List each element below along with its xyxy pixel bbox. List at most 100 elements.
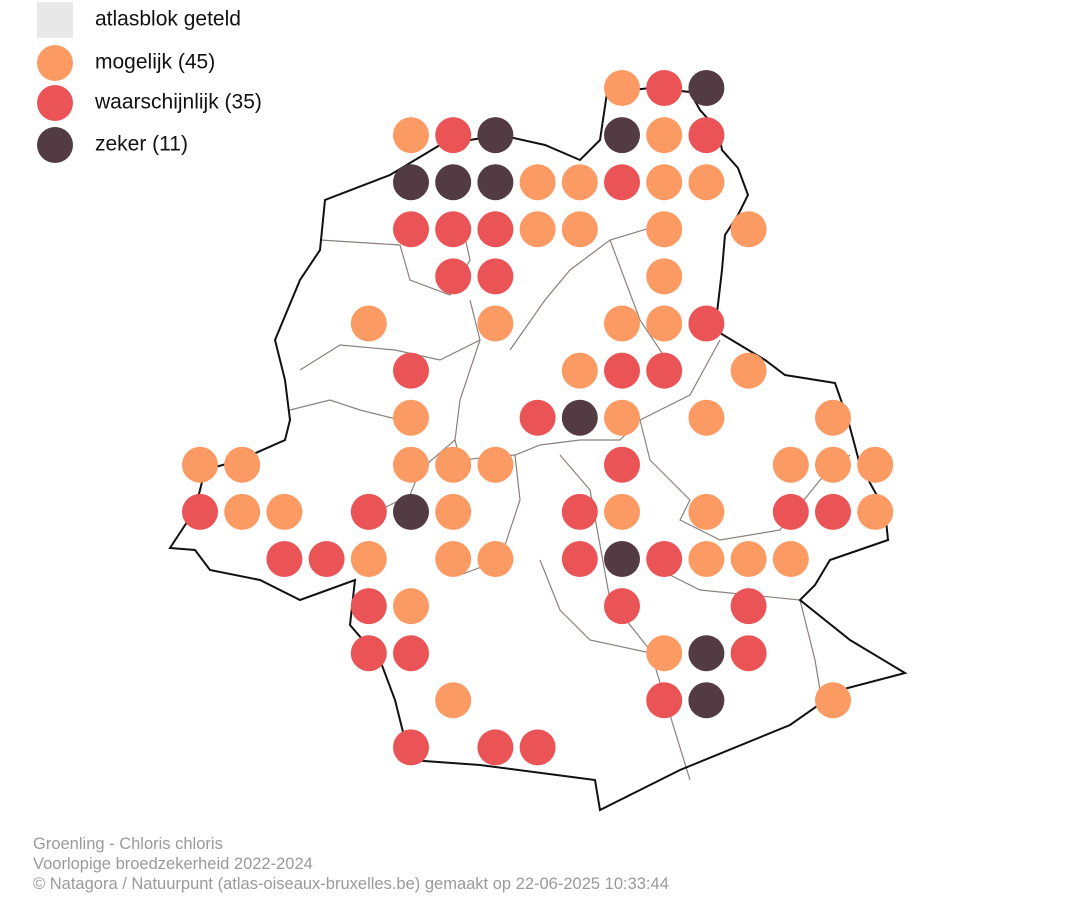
atlas-block bbox=[266, 493, 303, 530]
atlas-block bbox=[477, 164, 514, 201]
legend-label: mogelijk (45) bbox=[95, 51, 215, 74]
atlas-block bbox=[688, 493, 725, 530]
atlas-block bbox=[435, 211, 472, 248]
atlas-block bbox=[772, 493, 809, 530]
atlas-block bbox=[435, 493, 472, 530]
atlas-block bbox=[561, 211, 598, 248]
atlas-block bbox=[646, 70, 683, 106]
atlas-block bbox=[350, 541, 387, 577]
atlas-block bbox=[393, 493, 429, 530]
atlas-block bbox=[561, 493, 598, 530]
atlas-block bbox=[350, 493, 387, 530]
legend-label: zeker (11) bbox=[95, 133, 188, 156]
atlas-block bbox=[435, 164, 472, 201]
atlas-block bbox=[688, 635, 725, 672]
atlas-block bbox=[393, 446, 429, 483]
atlas-block bbox=[604, 117, 640, 154]
atlas-block bbox=[646, 352, 683, 389]
atlas-block bbox=[604, 305, 640, 342]
commune-border bbox=[319, 214, 471, 296]
footer: Groenling - Chloris chloris Voorlopige br… bbox=[33, 835, 669, 893]
atlas-block bbox=[308, 541, 345, 577]
atlas-block bbox=[815, 446, 851, 483]
atlas-block bbox=[604, 352, 640, 389]
atlas-block bbox=[561, 352, 598, 389]
region-outline bbox=[168, 86, 908, 812]
atlas-block bbox=[393, 352, 429, 389]
atlas-block bbox=[393, 588, 429, 625]
atlas-block bbox=[435, 541, 472, 577]
legend-swatch bbox=[37, 45, 73, 81]
atlas-block bbox=[646, 682, 683, 719]
atlas-block bbox=[772, 446, 809, 483]
footer-line: Voorlopige broedzekerheid 2022-2024 bbox=[33, 855, 313, 873]
atlas-block bbox=[519, 729, 556, 766]
commune-border bbox=[299, 299, 481, 371]
atlas-block bbox=[857, 446, 894, 483]
commune-border bbox=[509, 224, 661, 351]
atlas-block bbox=[182, 446, 218, 483]
atlas-block bbox=[646, 211, 683, 248]
atlas-block bbox=[604, 541, 640, 577]
atlas-block bbox=[815, 682, 851, 719]
atlas-block bbox=[604, 399, 640, 436]
atlas-block bbox=[604, 164, 640, 201]
atlas-block bbox=[435, 446, 472, 483]
atlas-block bbox=[224, 446, 261, 483]
atlas-block bbox=[477, 729, 514, 766]
atlas-block bbox=[730, 352, 767, 389]
atlas-block bbox=[477, 446, 514, 483]
atlas-block bbox=[688, 682, 725, 719]
atlas-block bbox=[350, 635, 387, 672]
commune-border bbox=[454, 339, 721, 461]
atlas-block bbox=[477, 305, 514, 342]
atlas-blocks bbox=[182, 70, 894, 766]
atlas-block bbox=[604, 493, 640, 530]
atlas-block bbox=[435, 117, 472, 154]
atlas-block bbox=[393, 164, 429, 201]
atlas-block bbox=[561, 164, 598, 201]
atlas-block bbox=[393, 211, 429, 248]
legend-swatch bbox=[37, 2, 73, 38]
legend-swatch bbox=[37, 127, 73, 163]
atlas-block bbox=[646, 305, 683, 342]
atlas-block bbox=[688, 70, 725, 106]
atlas-block bbox=[435, 258, 472, 295]
atlas-block bbox=[730, 588, 767, 625]
atlas-block bbox=[688, 164, 725, 201]
atlas-block bbox=[646, 541, 683, 577]
atlas-block bbox=[646, 258, 683, 295]
atlas-block bbox=[182, 493, 218, 530]
atlas-block bbox=[730, 541, 767, 577]
atlas-block bbox=[688, 399, 725, 436]
atlas-block bbox=[519, 211, 556, 248]
atlas-block bbox=[519, 399, 556, 436]
atlas-block bbox=[646, 635, 683, 672]
atlas-block bbox=[815, 399, 851, 436]
commune-border bbox=[659, 569, 821, 691]
atlas-block bbox=[477, 211, 514, 248]
atlas-block bbox=[224, 493, 261, 530]
atlas-block bbox=[688, 117, 725, 154]
atlas-block bbox=[646, 164, 683, 201]
communes bbox=[289, 214, 851, 781]
legend-swatch bbox=[37, 85, 73, 121]
atlas-block bbox=[477, 258, 514, 295]
atlas-block bbox=[393, 635, 429, 672]
atlas-block bbox=[815, 493, 851, 530]
atlas-block bbox=[393, 729, 429, 766]
atlas-block bbox=[393, 399, 429, 436]
commune-border bbox=[639, 419, 851, 541]
atlas-block bbox=[477, 117, 514, 154]
atlas-block bbox=[857, 493, 894, 530]
atlas-block bbox=[730, 635, 767, 672]
atlas-block bbox=[561, 399, 598, 436]
atlas-block bbox=[688, 305, 725, 342]
atlas-block bbox=[730, 211, 767, 248]
atlas-block bbox=[604, 588, 640, 625]
footer-line: © Natagora / Natuurpunt (atlas-oiseaux-b… bbox=[33, 875, 669, 893]
atlas-block bbox=[646, 117, 683, 154]
atlas-block bbox=[772, 541, 809, 577]
legend-label: atlasblok geteld bbox=[95, 8, 241, 31]
